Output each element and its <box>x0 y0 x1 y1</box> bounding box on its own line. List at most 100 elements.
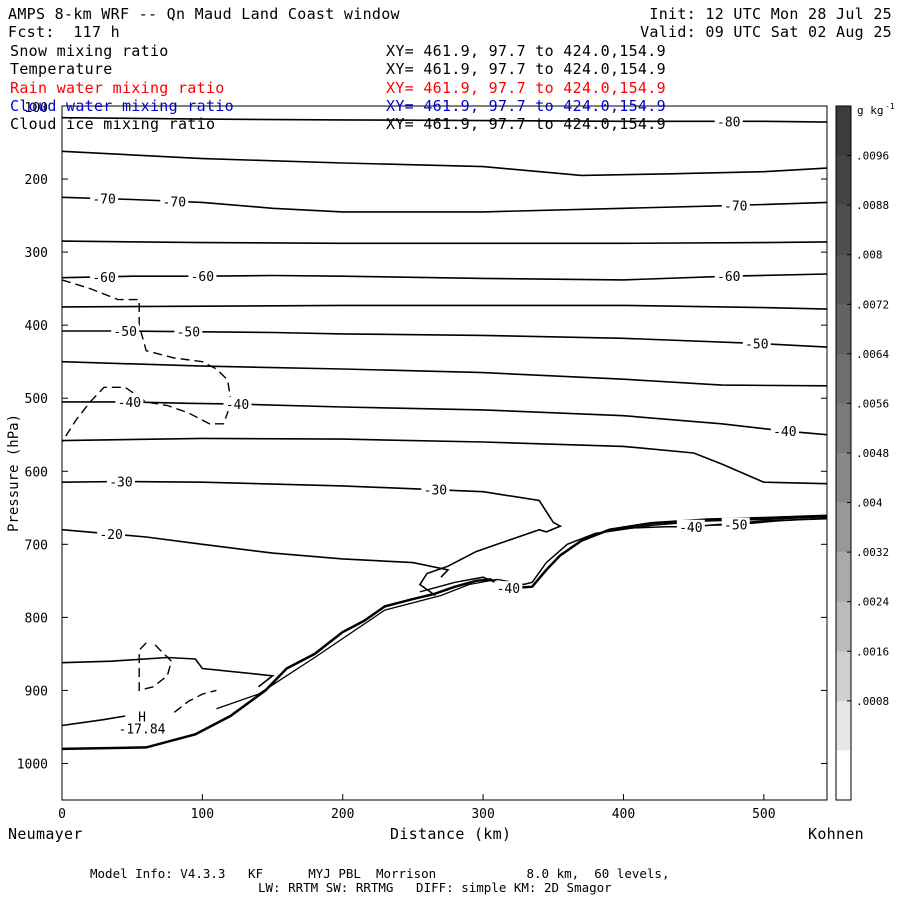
contour-label: -40 <box>226 398 249 413</box>
contour-label-bg <box>174 324 203 339</box>
field-xy: XY= 461.9, 97.7 to 424.0,154.9 <box>386 115 666 134</box>
field-xy: XY= 461.9, 97.7 to 424.0,154.9 <box>386 78 666 97</box>
contour-label-bg <box>721 517 750 532</box>
contour-label-bg <box>160 194 189 209</box>
temperature-contour <box>61 360 828 387</box>
terrain-profile <box>61 514 828 751</box>
temperature-contour <box>61 116 828 123</box>
colorbar-bin <box>836 502 851 553</box>
field-xy: XY= 461.9, 97.7 to 424.0,154.9 <box>386 96 666 115</box>
contour-label: -60 <box>717 270 740 285</box>
contour-label: -30 <box>424 484 447 499</box>
x-axis-label: Distance (km) <box>390 825 512 843</box>
contour-label: -50 <box>113 325 136 340</box>
field-name: Cloud water mixing ratio <box>10 96 234 115</box>
y-tick-label: 1000 <box>17 757 48 772</box>
contour-label: -50 <box>745 337 768 352</box>
contour-annotation: H <box>138 711 146 726</box>
temperature-contour <box>61 304 828 310</box>
boundary-line <box>216 578 526 710</box>
colorbar-bin <box>836 750 851 801</box>
temperature-contour <box>61 715 126 727</box>
plot-area <box>61 105 828 801</box>
colorbar-tick-label: .008 <box>856 249 883 262</box>
colorbar-tick-label: .004 <box>856 497 883 510</box>
contour-label-bg <box>115 394 144 409</box>
colorbar-bin <box>836 601 851 652</box>
contour-label-bg <box>714 114 743 129</box>
y-tick-label: 800 <box>25 611 48 626</box>
colorbar-tick-label: .0008 <box>856 695 889 708</box>
contour-label-bg <box>90 191 119 206</box>
contour-label: -40 <box>497 582 520 597</box>
contour-label: -50 <box>177 326 200 341</box>
temperature-contour <box>61 196 828 213</box>
contour-label: -40 <box>679 521 702 536</box>
contour-label: -70 <box>163 195 186 210</box>
x-left-label: Neumayer <box>8 825 83 843</box>
colorbar-bin <box>836 106 851 157</box>
colorbar: .0096 .0088 .008 .0072 .0064 .0056 .0048 .004 .0… <box>835 102 895 801</box>
contour-label: -80 <box>717 115 740 130</box>
field-name: Rain water mixing ratio <box>10 78 225 97</box>
colorbar-unit-exponent: -1 <box>885 102 895 111</box>
snow-mixing-contour <box>61 279 232 443</box>
y-axis-label: Pressure (hPa) <box>6 414 22 532</box>
y-tick-label: 500 <box>25 392 48 407</box>
colorbar-tick-label: .0024 <box>856 596 889 609</box>
contour-label-bg <box>111 324 140 339</box>
temperature-contour <box>419 515 828 593</box>
colorbar-tick-label: .0088 <box>856 199 889 212</box>
temperature-contour <box>62 401 828 436</box>
x-tick-label: 0 <box>58 807 66 822</box>
colorbar-bin <box>836 403 851 454</box>
field-xy: XY= 461.9, 97.7 to 424.0,154.9 <box>386 42 666 60</box>
y-tick-label: 400 <box>25 319 48 334</box>
y-tick-label: 700 <box>25 538 48 553</box>
contour-label-bg <box>90 269 119 284</box>
contour-label-bg <box>223 397 252 412</box>
contour-lines: -80 -70 -70 -70 -60 -60 -60 -50 -50 -50 -40 -40 -40 -… <box>61 114 828 751</box>
contour-label: -40 <box>118 396 141 411</box>
temperature-contour <box>61 656 275 688</box>
colorbar-tick-label: .0016 <box>856 645 889 658</box>
plot-frame <box>61 105 828 801</box>
colorbar-tick-label: .0096 <box>856 150 889 163</box>
contour-label-bg <box>97 526 126 541</box>
contour-label-bg <box>421 482 450 497</box>
x-tick-label: 400 <box>612 807 635 822</box>
contour-label: -70 <box>724 199 747 214</box>
colorbar-bin <box>836 552 851 603</box>
colorbar-bin <box>836 205 851 256</box>
valid-time: Valid: 09 UTC Sat 02 Aug 25 <box>640 23 892 41</box>
forecast-hour: Fcst: 117 h <box>8 23 120 41</box>
x-tick-label: 100 <box>191 807 214 822</box>
contour-label-bg <box>106 474 135 489</box>
contour-label: -50 <box>724 519 747 534</box>
model-physics: LW: RRTM SW: RRTMG DIFF: simple KM: 2D S… <box>258 880 612 895</box>
y-tick-label: 300 <box>25 246 48 261</box>
colorbar-bin <box>836 700 851 751</box>
init-time: Init: 12 UTC Mon 28 Jul 25 <box>649 5 892 23</box>
temperature-contour <box>61 240 828 245</box>
contour-label: -60 <box>191 270 214 285</box>
colorbar-bin <box>836 453 851 504</box>
colorbar-bin <box>836 651 851 702</box>
colorbar-tick-label: .0032 <box>856 546 889 559</box>
field-name: Snow mixing ratio <box>10 42 169 60</box>
contour-label: -70 <box>92 193 115 208</box>
temperature-contour <box>62 330 828 348</box>
temperature-contour <box>61 150 828 177</box>
colorbar-bin <box>836 155 851 206</box>
contour-label: -20 <box>99 528 122 543</box>
colorbar-bin <box>836 304 851 355</box>
model-info: Model Info: V4.3.3 KF MYJ PBL Morrison 8… <box>90 866 670 881</box>
contour-label-bg <box>188 269 217 284</box>
x-tick-label: 200 <box>331 807 354 822</box>
x-right-label: Kohnen <box>808 825 864 843</box>
temperature-contour <box>61 437 828 485</box>
contour-label-bg <box>721 198 750 213</box>
contour-label-bg <box>770 424 799 439</box>
contour-label-bg <box>714 269 743 284</box>
